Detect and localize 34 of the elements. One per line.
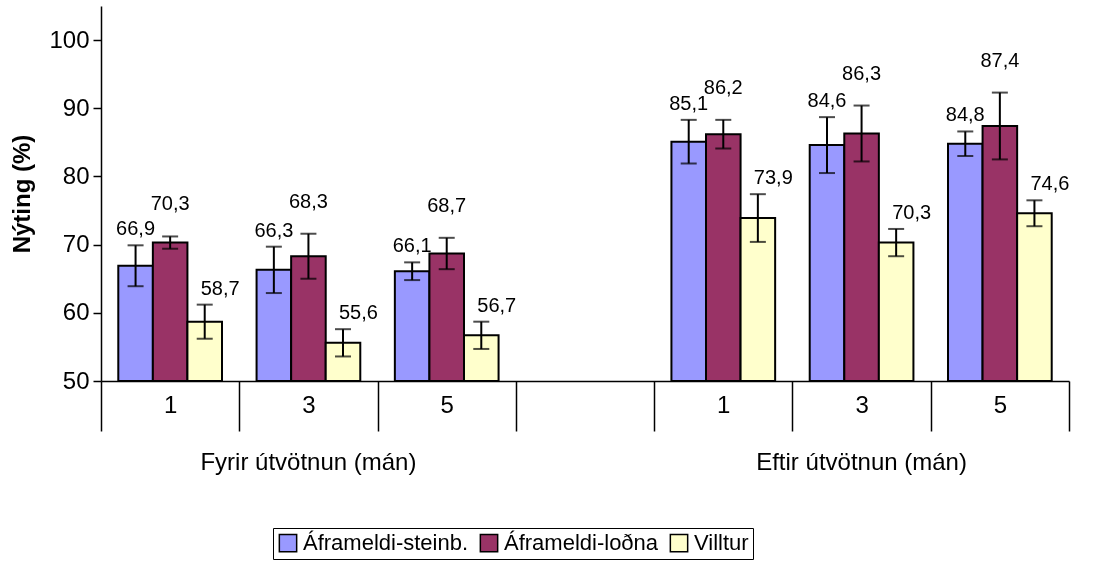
x-tick-label: 5: [993, 390, 1008, 418]
data-label: 87,4: [980, 48, 1020, 71]
x-tick-label: 5: [440, 390, 454, 418]
data-label: 70,3: [892, 200, 932, 223]
data-label: 68,3: [288, 189, 328, 212]
data-label: 66,1: [392, 234, 432, 257]
data-label: 55,6: [339, 301, 378, 324]
y-tick-label: 100: [49, 25, 90, 53]
legend-label: Villtur: [694, 530, 749, 556]
data-label: 56,7: [477, 293, 517, 316]
y-axis-title: Nýting (%): [8, 134, 36, 254]
data-label: 84,6: [807, 89, 847, 112]
y-tick-label: 70: [62, 230, 90, 258]
data-label: 74,6: [1030, 172, 1070, 195]
legend-label: Áframeldi-steinb.: [303, 530, 469, 556]
data-label: 86,3: [842, 61, 882, 84]
x-tick-label: 1: [163, 390, 178, 418]
data-label: 58,7: [200, 276, 240, 299]
y-tick-label: 90: [62, 93, 90, 121]
x-tick-label: 1: [717, 390, 731, 418]
text: Fyrir útvötnun (mán): [200, 448, 417, 475]
x-tick-label: 3: [302, 390, 316, 418]
y-tick-label: 80: [62, 161, 90, 189]
x-tick-label: 3: [855, 390, 869, 418]
y-tick-label: 60: [62, 298, 90, 326]
text: Eftir útvötnun (mán): [756, 448, 967, 475]
legend-label: Áframeldi-loðna: [504, 530, 659, 556]
data-label: 66,3: [254, 218, 294, 241]
data-label: 84,8: [945, 103, 985, 126]
data-label: 70,3: [150, 192, 190, 215]
data-label: 66,9: [116, 217, 156, 240]
data-label: 73,9: [753, 166, 793, 189]
data-label: 68,7: [427, 193, 467, 216]
y-tick-label: 50: [62, 366, 90, 394]
